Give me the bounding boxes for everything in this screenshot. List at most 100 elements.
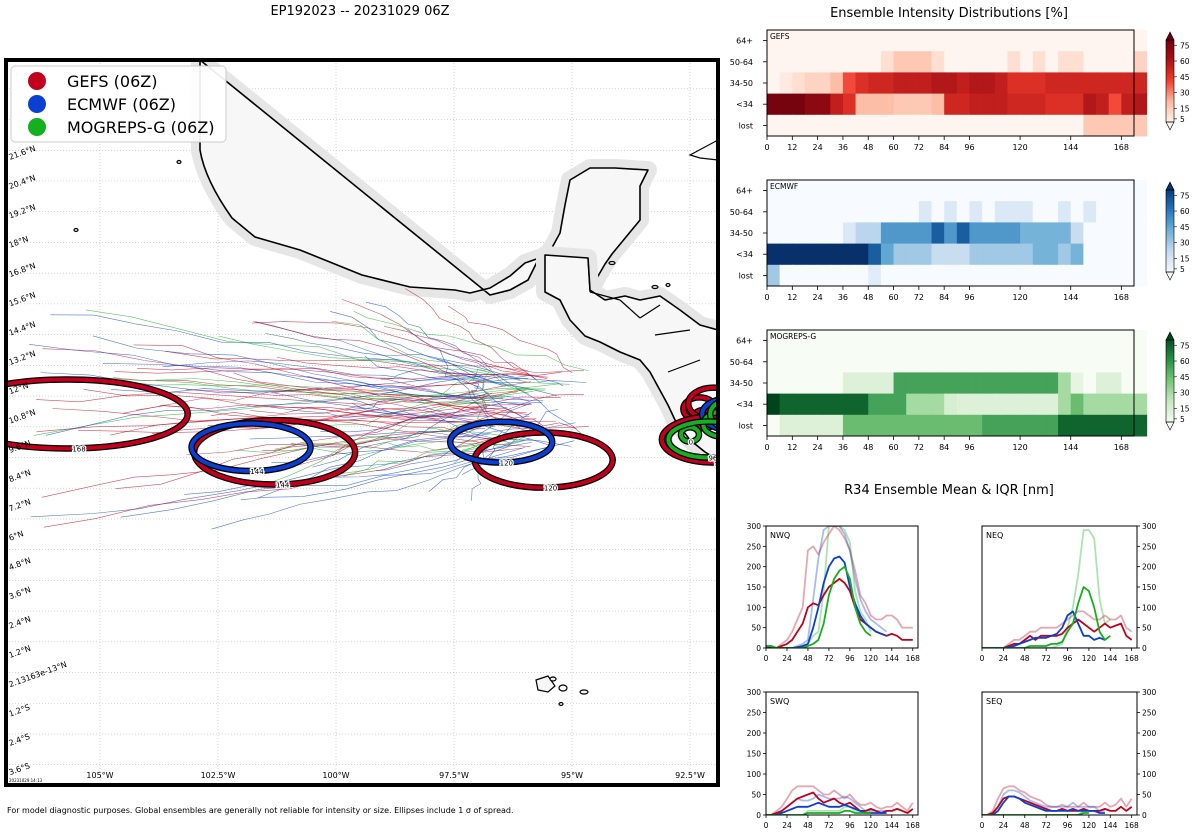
heatmap-cell [817, 114, 831, 137]
heatmap-cell [842, 393, 857, 416]
r34-y-label: 100 [1142, 603, 1157, 612]
heatmap-cell [842, 351, 857, 373]
heatmap-row-label: 34-50 [730, 229, 753, 238]
heatmap-cell [931, 351, 945, 373]
heatmap-cell [994, 72, 1008, 95]
heatmap-cell [956, 264, 970, 287]
heatmap-cell [842, 201, 857, 223]
heatmap-cell [1032, 72, 1046, 95]
colorbar-step [1166, 346, 1174, 349]
heatmap-cell [969, 351, 983, 373]
colorbar-step [1166, 46, 1174, 49]
heatmap-cell [956, 372, 970, 395]
islands [73, 159, 671, 707]
intensity-heatmaps: 64+ 50-64 34-50 <34 lost GEFS 0 12 24 36 48 60 72 84 9… [730, 29, 1190, 452]
heatmap-cell [779, 201, 793, 223]
heatmap-cell [1070, 330, 1084, 352]
heatmap-cell [880, 93, 895, 116]
colorbar-step [1166, 228, 1174, 232]
colorbar-step [1166, 78, 1174, 82]
r34-y-label: 100 [747, 603, 762, 612]
r34-frame [765, 525, 919, 649]
heatmap-cell [1032, 372, 1046, 395]
right-panels: Ensemble Intensity Distributions [%] 64+… [730, 6, 1190, 830]
heatmap-cell [956, 72, 970, 95]
heatmap-cell [817, 222, 831, 245]
heatmap-cell [956, 30, 970, 52]
heatmap-cell [1058, 30, 1072, 52]
colorbar-step [1166, 111, 1174, 115]
heatmap-cell [918, 351, 933, 373]
colorbar-step [1166, 200, 1174, 203]
heatmap-cell [779, 72, 793, 95]
colorbar-gefs: 5 15 30 45 60 75 [1165, 31, 1190, 131]
heatmap-cell [767, 351, 781, 373]
r34-mean-gefs [766, 578, 913, 648]
heatmap-x-label: 72 [914, 143, 924, 152]
heatmap-cell [1083, 330, 1097, 352]
r34-x-label: 168 [1124, 654, 1139, 663]
heatmap-cell [792, 414, 806, 437]
heatmap-cell [969, 93, 983, 116]
heatmap-cell [1096, 30, 1110, 52]
track-line [341, 299, 548, 379]
r34-y-label: 0 [756, 644, 761, 653]
colorbar-step [1166, 243, 1174, 246]
ellipse-hour-label: 96 [708, 455, 717, 463]
r34-x-label: 48 [803, 654, 813, 663]
heatmap-cell [1108, 72, 1122, 95]
heatmap-cell [994, 201, 1008, 223]
heatmap-cell [1058, 93, 1072, 116]
track-line [113, 377, 545, 401]
heatmap-cell [868, 114, 882, 137]
heatmap-x-label: 168 [1114, 143, 1129, 152]
colorbar-label: 5 [1180, 265, 1185, 274]
heatmap-cell [868, 180, 882, 202]
heatmap-cell [817, 93, 831, 116]
r34-y-label: 250 [747, 709, 762, 718]
heatmap-cell [1083, 351, 1097, 373]
heatmap-cell [893, 330, 907, 352]
heatmap-x-label: 84 [939, 143, 949, 152]
heatmap-cell [944, 393, 958, 416]
heatmap-cell [1083, 51, 1097, 73]
track-line [270, 406, 488, 419]
heatmap-cell [779, 330, 793, 352]
heatmap-cell [804, 114, 819, 137]
colorbar-label: 60 [1180, 57, 1190, 66]
heatmap-x-label: 48 [863, 143, 873, 152]
colorbar-step [1166, 385, 1174, 388]
heatmap-cell [767, 243, 781, 266]
heatmap-cell [868, 201, 882, 223]
colorbar-step [1166, 364, 1174, 368]
heatmap-cell [767, 222, 781, 245]
r34-x-label: 0 [980, 654, 985, 663]
heatmap-cell [906, 414, 920, 437]
heatmap-cell [1134, 30, 1148, 52]
heatmap-cell [994, 51, 1008, 73]
colorbar-step [1166, 196, 1174, 199]
heatmap-cell [880, 414, 895, 437]
colorbar-step [1166, 395, 1174, 398]
heatmap-cell [817, 330, 831, 352]
lon-tick-label: 102.5°W [201, 771, 236, 780]
heatmap-cell [956, 414, 970, 437]
heatmap-cell [842, 414, 857, 437]
heatmap-cell [1007, 264, 1021, 287]
heatmap-cell [868, 30, 882, 52]
colorbar-step [1166, 263, 1174, 267]
heatmap-cell [1096, 351, 1110, 373]
heatmap-row-label: 64+ [736, 337, 753, 346]
heatmap-cell [1007, 222, 1021, 245]
heatmap-cell [982, 243, 996, 266]
colorbar-label: 60 [1180, 357, 1190, 366]
heatmap-cell [868, 222, 882, 245]
r34-iqr-gefs [766, 785, 914, 815]
heatmap-ecmwf: 64+ 50-64 34-50 <34 lost ECMWF 0 12 24 36 48 60 72 84… [730, 179, 1190, 302]
heatmap-row-label: 50-64 [730, 58, 753, 67]
track-line [331, 320, 529, 394]
land-mexico [191, 60, 657, 304]
lon-tick-label: 100°W [322, 771, 349, 780]
track-line [50, 314, 480, 380]
heatmap-row-label: 50-64 [730, 208, 753, 217]
